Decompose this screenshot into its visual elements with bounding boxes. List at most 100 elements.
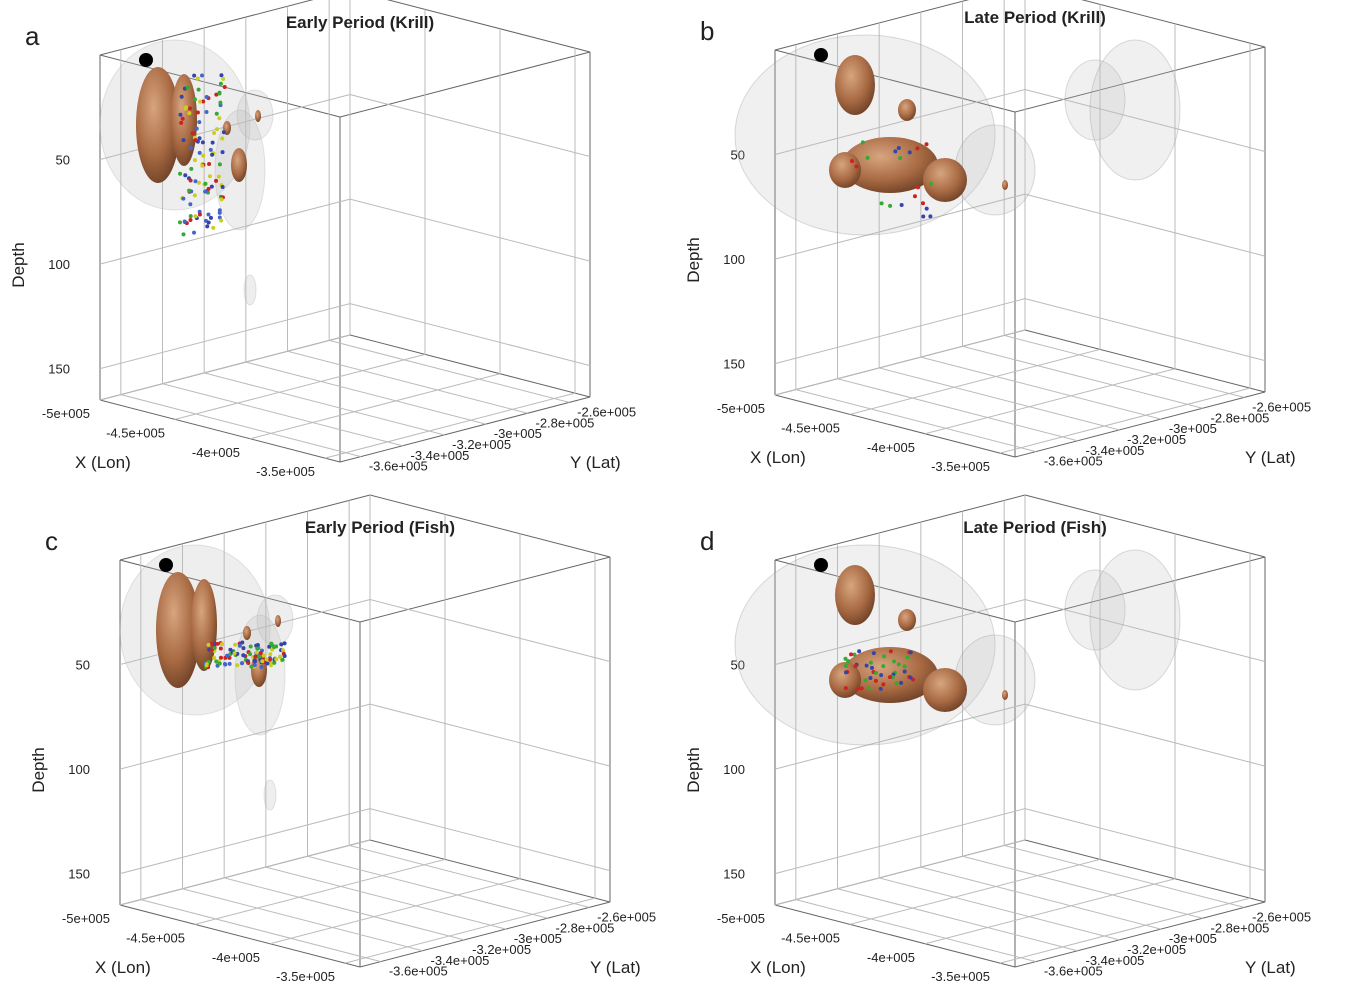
point: [894, 681, 899, 686]
isosurface-halo: [1089, 549, 1181, 691]
box-edge: [774, 559, 1016, 623]
point: [197, 150, 202, 155]
point: [893, 149, 898, 154]
point: [188, 146, 193, 151]
point: [849, 652, 854, 657]
point: [178, 220, 183, 225]
point: [278, 654, 283, 659]
point: [899, 680, 904, 685]
y-tick-label: -2.6e+005: [597, 909, 656, 924]
point: [252, 662, 257, 667]
y-tick-label: -3e+005: [514, 931, 562, 946]
box-edge: [339, 396, 591, 463]
point: [221, 130, 226, 135]
point: [252, 658, 257, 663]
point: [209, 184, 214, 189]
box-edge: [774, 904, 1016, 968]
point: [239, 661, 244, 666]
point: [203, 181, 208, 186]
point: [204, 95, 209, 100]
point: [860, 140, 865, 145]
isosurface: [923, 158, 967, 202]
point: [221, 77, 226, 82]
y-axis-label: Y (Lat): [590, 958, 641, 977]
grid-line: [99, 198, 351, 265]
grid-line: [795, 389, 1036, 453]
point: [879, 201, 884, 206]
grid-line: [120, 394, 361, 458]
z-axis-label: Depth: [684, 747, 703, 792]
grid-line: [99, 303, 351, 370]
point: [188, 178, 193, 183]
isosurface-halo: [1064, 59, 1126, 141]
isosurface-halo: [243, 274, 257, 306]
grid-line: [1024, 599, 1266, 663]
point: [218, 655, 223, 660]
point: [214, 659, 219, 664]
isosurface-halo: [1064, 569, 1126, 651]
box-edge: [774, 0, 970, 51]
point: [235, 663, 240, 668]
panel-label: d: [700, 526, 714, 556]
point: [282, 641, 287, 646]
point: [843, 686, 848, 691]
point: [896, 662, 901, 667]
marker-dot: [159, 558, 173, 572]
point: [195, 110, 200, 115]
isosurface: [842, 647, 938, 703]
point: [240, 640, 245, 645]
x-tick-label: -4.5e+005: [126, 930, 185, 945]
isosurface: [923, 668, 967, 712]
point: [178, 112, 183, 117]
point: [188, 106, 193, 111]
point: [181, 138, 186, 143]
point: [232, 651, 237, 656]
point: [206, 186, 211, 191]
point: [219, 197, 224, 202]
z-tick-label: 50: [731, 148, 745, 163]
x-tick-label: -5e+005: [717, 401, 765, 416]
point: [218, 646, 223, 651]
box-edge: [119, 904, 361, 968]
point: [237, 643, 242, 648]
x-tick-label: -4e+005: [867, 440, 915, 455]
point: [212, 655, 217, 660]
panel: -5e+005 -4.5e+005 -4e+005 -3.5e+005 -3.6e+00…: [29, 494, 656, 984]
grid-line: [265, 866, 506, 930]
point: [211, 225, 216, 230]
point: [198, 99, 203, 104]
y-tick-label: -3e+005: [1169, 931, 1217, 946]
box-edge: [359, 901, 611, 968]
point: [179, 120, 184, 125]
point: [233, 642, 238, 647]
point: [217, 661, 222, 666]
x-tick-label: -3.5e+005: [931, 969, 990, 984]
point: [908, 675, 913, 680]
panel-label: c: [45, 526, 58, 556]
grid-line: [349, 198, 591, 262]
point: [899, 203, 904, 208]
point: [881, 664, 886, 669]
point: [902, 669, 907, 674]
point: [220, 150, 225, 155]
isosurface-halo: [1089, 39, 1181, 181]
isosurface-halo: [263, 779, 277, 811]
box-edge: [1014, 46, 1266, 113]
point: [268, 652, 273, 657]
point: [846, 659, 851, 664]
grid-line: [1024, 298, 1266, 362]
point: [879, 673, 884, 678]
point: [207, 647, 212, 652]
point: [282, 654, 287, 659]
y-axis-label: Y (Lat): [1245, 448, 1296, 467]
box-edge: [349, 334, 591, 398]
point: [257, 654, 262, 659]
box-edge: [99, 54, 341, 118]
point: [197, 120, 202, 125]
x-tick-label: -4e+005: [212, 950, 260, 965]
point: [908, 650, 913, 655]
z-tick-label: 100: [723, 252, 745, 267]
point: [269, 663, 274, 668]
point: [181, 232, 186, 237]
isosurface: [898, 609, 916, 631]
